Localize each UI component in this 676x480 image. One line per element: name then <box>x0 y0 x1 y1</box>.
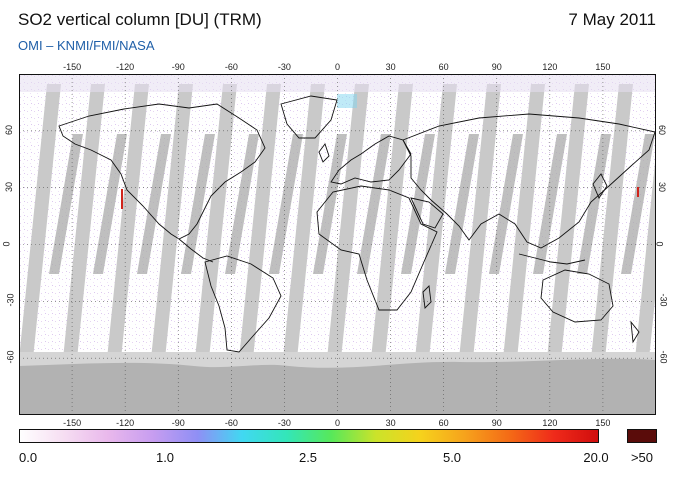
so2-high-patch-arctic <box>337 94 357 108</box>
orbit-gap-stripe <box>283 84 325 359</box>
orbit-gap-stripe-land <box>137 134 171 274</box>
bottom-longitude-tick: 30 <box>385 418 396 428</box>
greenland-coast <box>280 95 338 139</box>
colorbar-frame <box>19 429 599 443</box>
bottom-longitude-tick: -150 <box>63 418 82 428</box>
top-longitude-tick: -90 <box>171 62 185 72</box>
map-date: 7 May 2011 <box>568 10 656 29</box>
colorbar-label-3: 5.0 <box>442 450 462 465</box>
top-longitude-tick: 150 <box>595 62 611 72</box>
bottom-longitude-tick: 0 <box>334 418 341 428</box>
orbit-gap-stripe-land <box>621 134 655 274</box>
left-latitude-tick: 0 <box>1 240 12 247</box>
top-longitude-tick: 60 <box>438 62 449 72</box>
orbit-gap-stripe <box>591 84 633 359</box>
colorbar-label-5: >50 <box>630 450 654 465</box>
north-america-coast <box>58 103 266 240</box>
orbit-gap-stripe-land <box>401 134 435 274</box>
south-america-coast <box>204 255 282 353</box>
orbit-gap-stripe <box>415 84 457 359</box>
madagascar-coast <box>422 285 432 309</box>
colorbar-label-2: 2.5 <box>298 450 318 465</box>
map-frame <box>19 74 656 415</box>
bottom-longitude-tick: -120 <box>116 418 135 428</box>
graticule-gridlines <box>19 74 656 415</box>
map-title: SO2 vertical column [DU] (TRM) <box>18 10 262 29</box>
orbit-gap-stripe <box>635 152 656 359</box>
colorbar-label-1: 1.0 <box>155 450 175 465</box>
orbit-gap-stripe <box>459 84 501 359</box>
orbit-gap-stripe-land <box>445 134 479 274</box>
orbit-gap-stripe <box>107 84 149 359</box>
top-longitude-tick: -30 <box>277 62 291 72</box>
colorbar-label-0: 0.0 <box>19 450 38 465</box>
orbit-gap-stripe-land <box>533 134 567 274</box>
orbit-gap-stripe-land <box>49 134 83 274</box>
top-longitude-tick: -150 <box>63 62 82 72</box>
bottom-longitude-tick: -90 <box>171 418 185 428</box>
top-longitude-tick: 0 <box>334 62 341 72</box>
orbit-gap-stripe-land <box>577 134 611 274</box>
bottom-longitude-tick: -30 <box>277 418 291 428</box>
central-america-coast <box>178 238 214 263</box>
orbit-gap-stripe <box>151 84 193 359</box>
africa-coast <box>316 185 438 311</box>
left-latitude-tick: -60 <box>5 350 16 364</box>
so2-world-map <box>19 74 656 415</box>
bottom-longitude-tick: -60 <box>224 418 238 428</box>
colorbar-label-4: 20.0 <box>583 450 609 465</box>
so2-hotspot-east <box>637 187 639 197</box>
so2-hotspot-pacific <box>121 189 123 209</box>
orbit-gap-stripe-land <box>313 134 347 274</box>
orbit-gap-stripe <box>547 84 589 359</box>
orbit-gap-stripe <box>195 84 237 359</box>
australia-coast <box>540 269 614 323</box>
bottom-longitude-tick: 90 <box>491 418 502 428</box>
top-longitude-tick: 90 <box>491 62 502 72</box>
left-latitude-tick: -30 <box>5 293 16 307</box>
new-zealand-coast <box>630 320 640 344</box>
left-latitude-tick: 30 <box>4 181 15 192</box>
bottom-longitude-tick: 60 <box>438 418 449 428</box>
colorbar-gradient <box>19 429 599 443</box>
bottom-longitude-tick: 120 <box>542 418 558 428</box>
right-latitude-tick: 60 <box>657 124 668 135</box>
indonesia-coast <box>518 253 586 265</box>
top-longitude-tick: 30 <box>385 62 396 72</box>
orbit-gap-stripe <box>239 84 281 359</box>
orbit-gap-stripe-land <box>489 134 523 274</box>
japan-coast <box>592 173 608 199</box>
orbit-gap-stripe-land <box>181 134 215 274</box>
arabia-coast <box>410 197 444 229</box>
data-source-credit: OMI – KNMI/FMI/NASA <box>18 38 155 53</box>
right-latitude-tick: 0 <box>654 240 665 247</box>
orbit-gap-stripe-land <box>357 134 391 274</box>
left-latitude-tick: 60 <box>4 124 15 135</box>
orbit-gap-stripe <box>63 84 105 359</box>
orbit-gap-stripe <box>371 84 413 359</box>
top-longitude-tick: -60 <box>224 62 238 72</box>
top-longitude-tick: 120 <box>542 62 558 72</box>
right-latitude-tick: -60 <box>658 350 669 364</box>
orbit-gap-stripes <box>19 84 656 359</box>
orbit-gap-stripe-land <box>225 134 259 274</box>
bottom-longitude-tick: 150 <box>595 418 611 428</box>
orbit-gap-stripe <box>19 84 61 359</box>
uk-coast <box>318 143 330 163</box>
orbit-gap-stripe-land <box>93 134 127 274</box>
top-longitude-tick: -120 <box>116 62 135 72</box>
right-latitude-tick: 30 <box>657 181 668 192</box>
colorbar <box>19 429 599 443</box>
orbit-gap-stripe-land <box>269 134 303 274</box>
right-latitude-tick: -30 <box>658 293 669 307</box>
colorbar-overflow-swatch <box>627 429 657 443</box>
orbit-gap-stripe <box>503 84 545 359</box>
